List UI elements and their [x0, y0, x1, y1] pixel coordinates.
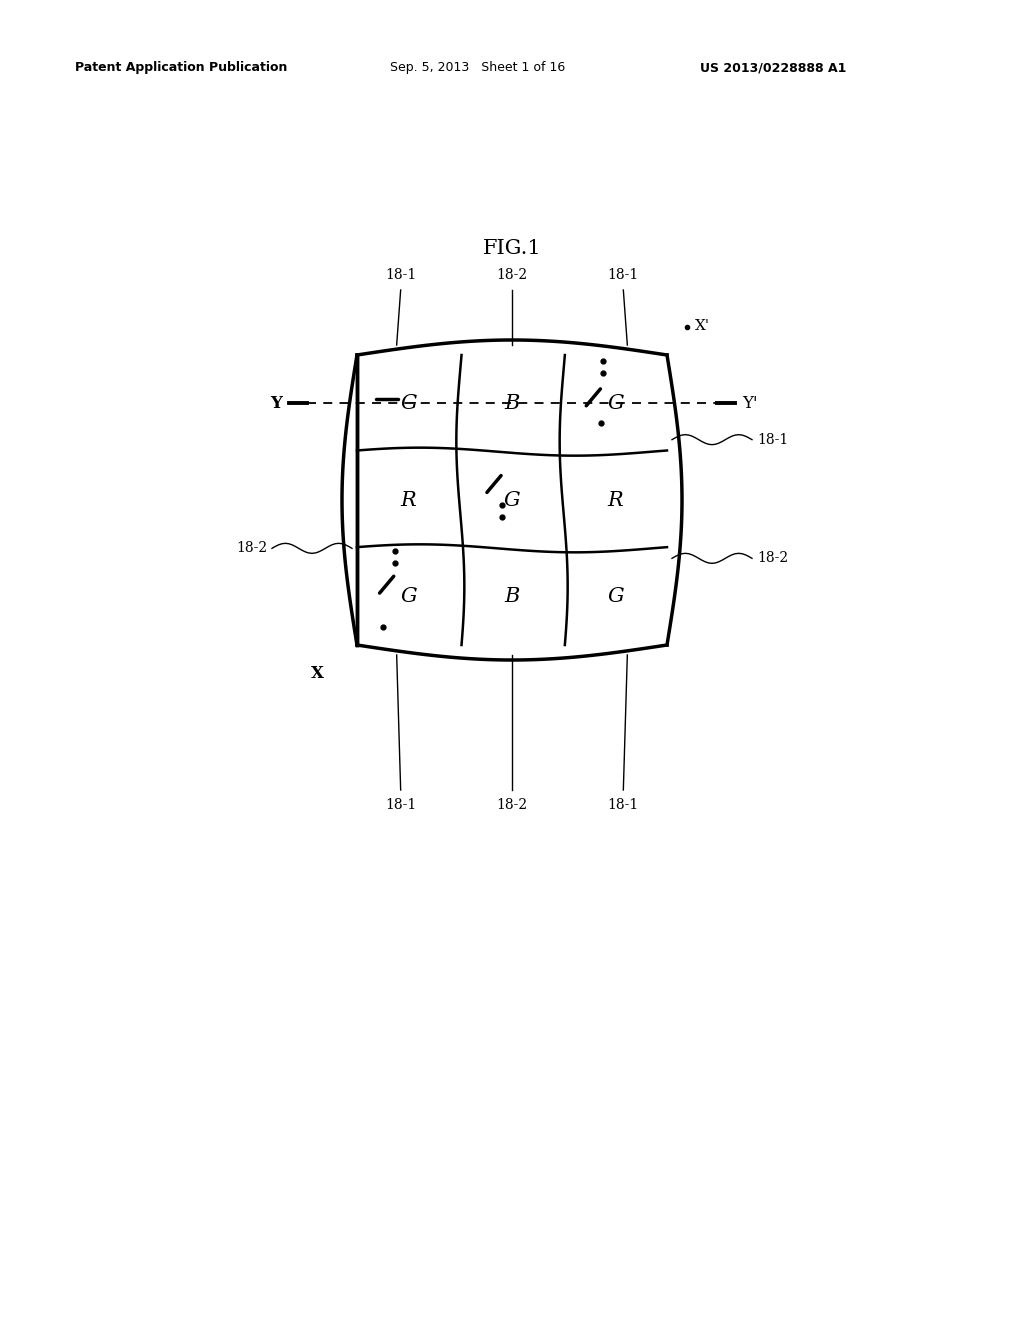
Text: 18-1: 18-1: [385, 799, 417, 812]
Text: R: R: [400, 491, 417, 510]
Text: B: B: [504, 393, 520, 413]
Text: G: G: [400, 587, 417, 606]
Text: FIG.1: FIG.1: [482, 239, 542, 257]
Text: 18-2: 18-2: [497, 268, 527, 282]
Text: Y: Y: [270, 395, 282, 412]
Text: X: X: [310, 665, 324, 682]
Text: G: G: [607, 587, 624, 606]
Text: Y': Y': [742, 395, 758, 412]
Text: G: G: [607, 393, 624, 413]
Text: 18-1: 18-1: [607, 268, 639, 282]
Text: Sep. 5, 2013   Sheet 1 of 16: Sep. 5, 2013 Sheet 1 of 16: [390, 62, 565, 74]
Text: 18-1: 18-1: [385, 268, 417, 282]
Text: 18-1: 18-1: [607, 799, 639, 812]
Text: X': X': [695, 319, 710, 333]
Text: G: G: [504, 491, 520, 510]
Text: R: R: [607, 491, 624, 510]
Text: 18-2: 18-2: [497, 799, 527, 812]
Text: B: B: [504, 587, 520, 606]
Text: Patent Application Publication: Patent Application Publication: [75, 62, 288, 74]
Text: 18-1: 18-1: [757, 433, 788, 446]
Text: 18-2: 18-2: [757, 552, 788, 565]
Text: G: G: [400, 393, 417, 413]
Text: US 2013/0228888 A1: US 2013/0228888 A1: [700, 62, 847, 74]
Text: 18-2: 18-2: [236, 541, 267, 556]
